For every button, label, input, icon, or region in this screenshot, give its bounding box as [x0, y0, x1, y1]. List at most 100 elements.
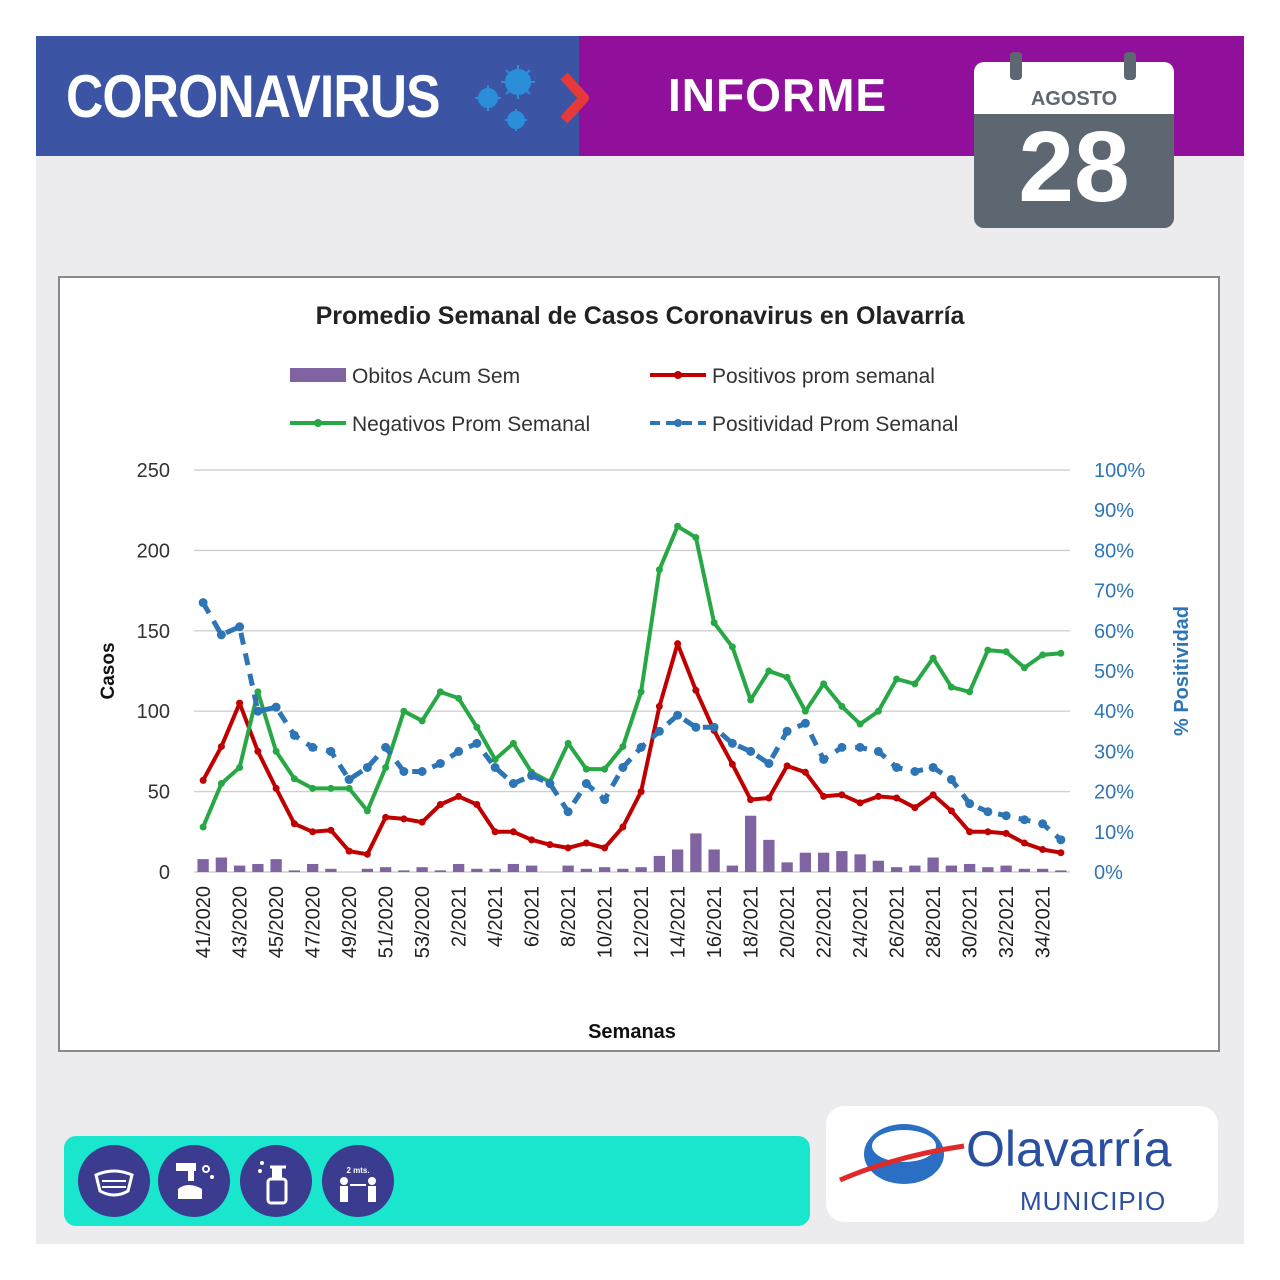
legend-marker-2 — [314, 419, 322, 427]
point-series-1 — [984, 828, 992, 836]
series-line-2 — [201, 524, 1062, 828]
point-series-3 — [490, 762, 500, 772]
social-distance-icon: 2 mts. — [322, 1145, 394, 1217]
point-series-1 — [655, 702, 663, 710]
bar-obitos — [744, 815, 757, 872]
distance-label: 2 mts. — [346, 1166, 369, 1175]
series-line-1 — [201, 641, 1062, 857]
point-series-3 — [271, 702, 281, 712]
point-series-3 — [563, 807, 573, 817]
point-series-2 — [582, 765, 590, 773]
x-tick-label: 20/2021 — [777, 886, 799, 958]
point-series-3 — [618, 762, 628, 772]
point-series-1 — [254, 747, 262, 755]
y2-tick-label: 40% — [1094, 701, 1134, 723]
bar-obitos — [781, 862, 793, 872]
y-tick-label: 0 — [159, 862, 170, 884]
x-tick-label: 41/2020 — [193, 886, 215, 958]
x-tick-label: 12/2021 — [631, 886, 653, 958]
y2-tick-label: 90% — [1094, 500, 1134, 522]
point-series-3 — [965, 799, 975, 809]
point-series-3 — [983, 807, 993, 817]
x-tick-label: 24/2021 — [850, 886, 872, 958]
point-series-3 — [855, 742, 865, 752]
point-series-1 — [874, 792, 882, 800]
point-series-2 — [1057, 649, 1065, 657]
x-tick-label: 53/2020 — [412, 886, 434, 958]
chart-svg: Promedio Semanal de Casos Coronavirus en… — [98, 302, 1193, 1043]
point-series-1 — [1020, 839, 1028, 847]
bar-obitos — [945, 865, 958, 872]
point-series-1 — [1002, 829, 1010, 837]
bar-obitos — [671, 849, 684, 872]
x-tick-label: 10/2021 — [595, 886, 617, 958]
point-series-3 — [600, 795, 610, 805]
point-series-2 — [473, 723, 481, 731]
y2-axis-label: % Positividad — [1171, 606, 1193, 736]
point-series-2 — [382, 763, 390, 771]
point-series-3 — [508, 779, 518, 789]
olavarria-logo-icon — [839, 1124, 965, 1184]
point-series-3 — [636, 742, 646, 752]
point-series-3 — [417, 767, 427, 776]
point-series-2 — [509, 739, 517, 747]
bar-obitos — [507, 863, 520, 872]
point-series-3 — [527, 771, 537, 781]
legend-marker-1 — [674, 371, 682, 379]
point-series-2 — [236, 763, 244, 771]
point-series-3 — [837, 742, 847, 752]
y2-tick-label: 80% — [1094, 540, 1134, 562]
bar-obitos — [452, 863, 465, 872]
x-tick-label: 18/2021 — [741, 886, 763, 958]
bar-obitos — [215, 857, 228, 872]
x-tick-label: 22/2021 — [814, 886, 836, 958]
point-series-1 — [491, 828, 499, 836]
logo-subtitle: MUNICIPIO — [1020, 1186, 1167, 1216]
point-series-1 — [418, 818, 426, 826]
x-tick-label: 26/2021 — [887, 886, 909, 958]
point-series-3 — [946, 775, 956, 785]
bar-obitos — [726, 865, 739, 872]
bar-obitos — [854, 854, 866, 872]
bar-obitos — [872, 860, 885, 872]
point-series-2 — [363, 807, 371, 815]
point-series-3 — [709, 722, 719, 732]
y-tick-label: 100 — [137, 701, 170, 723]
point-series-2 — [199, 823, 207, 831]
point-series-2 — [893, 675, 901, 683]
point-series-3 — [782, 726, 792, 736]
x-tick-label: 4/2021 — [485, 886, 507, 947]
point-series-2 — [418, 717, 426, 725]
y2-tick-label: 60% — [1094, 621, 1134, 643]
x-tick-label: 32/2021 — [996, 886, 1018, 958]
point-series-2 — [601, 765, 609, 773]
point-series-3 — [289, 730, 299, 740]
x-tick-label: 16/2021 — [704, 886, 726, 958]
y-tick-label: 250 — [137, 460, 170, 482]
calendar-day: 28 — [1018, 111, 1130, 223]
legend-label-1: Positivos prom semanal — [712, 365, 935, 388]
point-series-3 — [673, 710, 683, 720]
point-series-3 — [198, 598, 208, 608]
point-series-2 — [984, 646, 992, 654]
point-series-2 — [838, 702, 846, 710]
bar-obitos — [471, 868, 483, 872]
x-tick-label: 47/2020 — [303, 886, 325, 958]
point-series-3 — [581, 779, 591, 789]
y2-tick-label: 70% — [1094, 581, 1134, 603]
point-series-1 — [363, 850, 371, 858]
point-series-2 — [345, 784, 353, 792]
face-mask-icon — [78, 1145, 150, 1217]
point-series-2 — [856, 720, 864, 728]
x-axis-label: Semanas — [588, 1021, 676, 1043]
point-series-2 — [327, 784, 335, 792]
bar-obitos — [306, 863, 319, 872]
point-series-3 — [928, 762, 938, 772]
point-series-1 — [728, 760, 736, 768]
bar-obitos — [890, 867, 903, 872]
point-series-1 — [801, 768, 809, 776]
point-series-2 — [911, 680, 919, 688]
x-tick-label: 14/2021 — [668, 886, 690, 958]
bar-obitos — [927, 857, 939, 872]
point-series-2 — [966, 688, 974, 696]
